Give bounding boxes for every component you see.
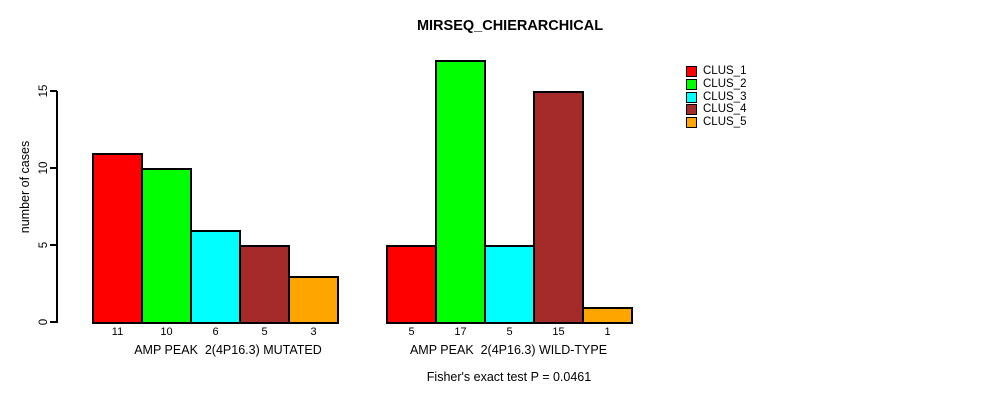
bar-clus_4-group1 [239,245,290,324]
legend-swatch-clus_4 [686,104,697,116]
y-tick [50,244,57,246]
bar-value-label: 6 [212,326,219,338]
annotation-text: Fisher's exact test P = 0.0461 [426,370,592,384]
legend-label: CLUS_4 [703,103,747,116]
bar-clus_5-group2 [582,307,633,324]
bar-value-label: 5 [408,326,415,338]
y-tick-label: 0 [38,318,50,326]
legend-swatch-clus_2 [686,78,697,90]
legend-label: CLUS_3 [703,90,747,103]
bar-value-label: 5 [506,326,513,338]
legend-label: CLUS_5 [703,116,747,129]
bar-value-label: 5 [261,326,268,338]
y-axis-line [56,91,58,323]
legend-label: CLUS_1 [703,65,747,77]
bar-clus_3-group2 [484,245,535,324]
bar-value-label: 17 [454,326,467,338]
bar-value-label: 15 [552,326,565,338]
chart-title: MIRSEQ_CHIERARCHICAL [416,18,604,34]
y-tick [50,321,57,323]
y-tick-label: 5 [38,241,50,249]
bar-value-label: 11 [111,326,124,338]
bar-clus_5-group1 [288,276,339,324]
y-axis-label: number of cases [18,140,32,234]
bar-clus_1-group1 [92,153,143,324]
y-tick-label: 15 [38,84,50,98]
legend-label: CLUS_2 [703,77,747,90]
bar-clus_2-group2 [435,60,486,324]
legend-swatch-clus_1 [686,66,697,77]
group-label: AMP PEAK 2(4P16.3) WILD-TYPE [409,343,608,357]
bar-value-label: 1 [604,326,611,338]
bar-value-label: 10 [160,326,173,338]
bar-value-label: 3 [310,326,317,338]
y-tick [50,90,57,92]
group-label: AMP PEAK 2(4P16.3) MUTATED [134,343,322,357]
y-tick-label: 10 [38,161,50,175]
legend-swatch-clus_3 [686,91,697,103]
bar-clus_4-group2 [533,91,584,324]
y-tick [50,167,57,169]
bar-clus_3-group1 [190,230,241,324]
bar-clus_1-group2 [386,245,437,324]
legend-swatch-clus_5 [686,117,697,129]
bar-clus_2-group1 [141,168,192,324]
